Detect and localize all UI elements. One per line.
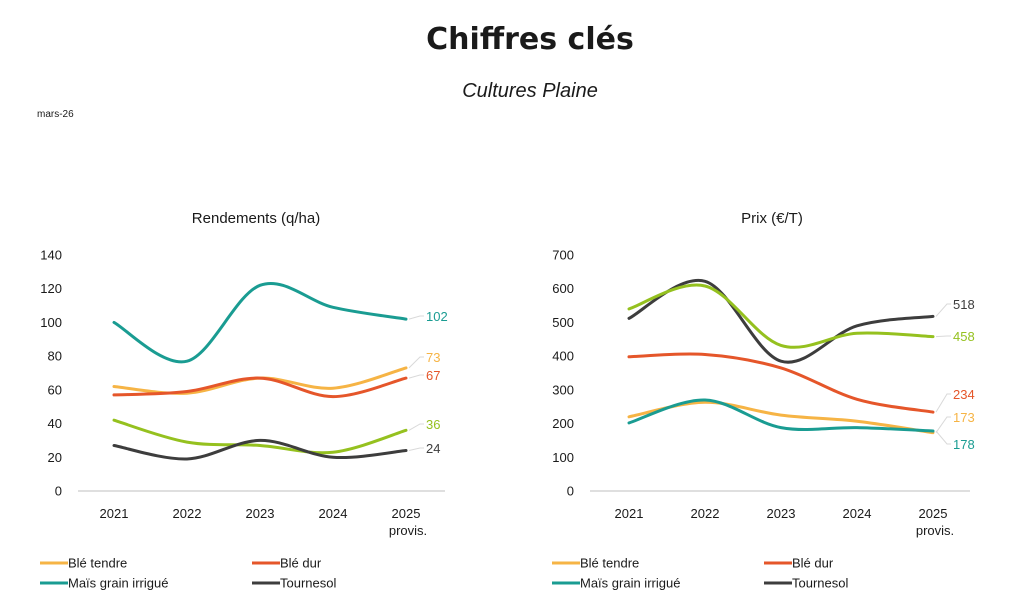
data-label: 178: [953, 437, 975, 452]
x-tick-label: 2023: [767, 506, 796, 521]
x-tick-label: 2021: [100, 506, 129, 521]
data-label: 234: [953, 387, 975, 402]
chart-title: Rendements (q/ha): [192, 210, 320, 227]
x-tick-label: 2025: [919, 506, 948, 521]
y-tick-label: 100: [40, 315, 62, 330]
chart-title: Prix (€/T): [741, 210, 803, 227]
series-line: [627, 352, 935, 414]
legend-label: Maïs grain irrigué: [68, 576, 168, 591]
legend-label: Maïs grain irrigué: [580, 576, 680, 591]
data-label-leader: [935, 393, 951, 413]
x-tick-label: 2022: [691, 506, 720, 521]
x-tick-sublabel: provis.: [916, 523, 954, 538]
y-tick-label: 300: [552, 382, 574, 397]
y-tick-label: 80: [48, 349, 62, 364]
series-line: [112, 376, 408, 399]
legend-label: Blé dur: [280, 556, 322, 571]
data-label-leader: [408, 374, 424, 379]
legend-label: Blé tendre: [68, 556, 127, 571]
x-tick-label: 2025: [392, 506, 421, 521]
data-label-leader: [935, 430, 951, 445]
series-line: [627, 398, 935, 433]
data-label: 458: [953, 329, 975, 344]
data-label-leader: [408, 423, 424, 431]
data-label: 73: [426, 350, 440, 365]
data-label: 518: [953, 297, 975, 312]
y-tick-label: 100: [552, 450, 574, 465]
x-tick-label: 2022: [173, 506, 202, 521]
y-tick-label: 40: [48, 416, 62, 431]
data-label: 24: [426, 441, 440, 456]
y-tick-label: 600: [552, 281, 574, 296]
x-tick-sublabel: provis.: [389, 523, 427, 538]
y-tick-label: 20: [48, 450, 62, 465]
series-line: [112, 418, 408, 455]
x-tick-label: 2024: [319, 506, 348, 521]
data-label-leader: [935, 303, 951, 317]
data-label-leader: [408, 356, 424, 369]
y-tick-label: 0: [55, 484, 62, 499]
data-label-leader: [935, 335, 951, 338]
data-label-leader: [935, 416, 951, 433]
data-label: 173: [953, 410, 975, 425]
page-title: Chiffres clés: [426, 22, 634, 57]
legend-label: Blé tendre: [580, 556, 639, 571]
x-tick-label: 2021: [615, 506, 644, 521]
date-label: mars-26: [37, 109, 74, 120]
data-label: 67: [426, 368, 440, 383]
y-tick-label: 200: [552, 416, 574, 431]
y-tick-label: 140: [40, 248, 62, 263]
series-line: [112, 366, 408, 395]
page-subtitle: Cultures Plaine: [462, 80, 598, 102]
legend-label: Tournesol: [792, 576, 848, 591]
y-tick-label: 700: [552, 248, 574, 263]
data-label-leader: [408, 447, 424, 451]
legend-label: Tournesol: [280, 576, 336, 591]
x-tick-label: 2024: [843, 506, 872, 521]
data-label: 36: [426, 417, 440, 432]
legend-label: Blé dur: [792, 556, 834, 571]
y-tick-label: 500: [552, 315, 574, 330]
series-line: [112, 282, 408, 364]
series-line: [627, 283, 935, 349]
data-label-leader: [408, 315, 424, 320]
series-line: [112, 438, 408, 461]
y-tick-label: 400: [552, 349, 574, 364]
series-line: [627, 278, 935, 364]
y-tick-label: 60: [48, 382, 62, 397]
data-label: 102: [426, 309, 448, 324]
y-tick-label: 120: [40, 281, 62, 296]
y-tick-label: 0: [567, 484, 574, 499]
x-tick-label: 2023: [246, 506, 275, 521]
